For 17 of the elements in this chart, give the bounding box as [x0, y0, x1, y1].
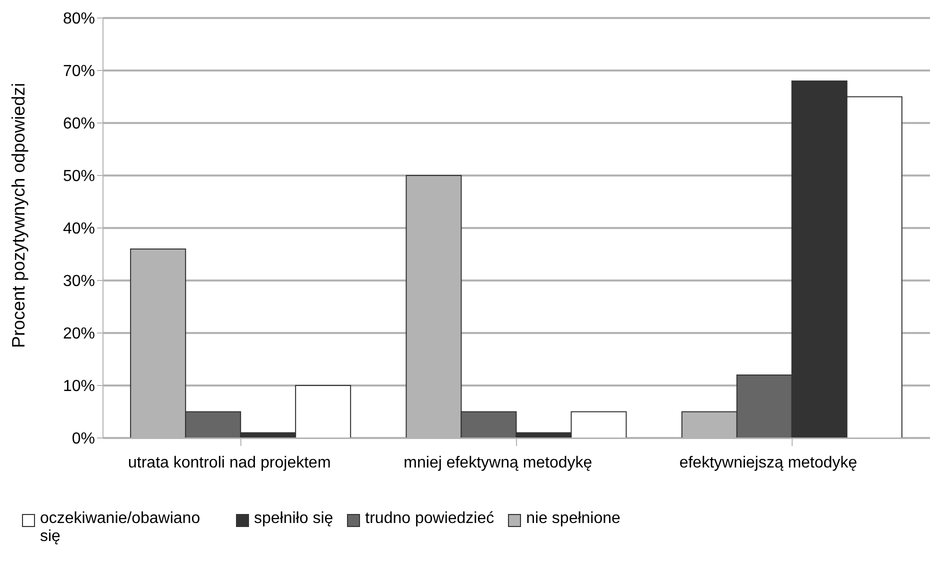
y-tick-label: 10%	[62, 378, 95, 396]
legend-label: nie spełnione	[526, 510, 620, 528]
legend-label: oczekiwanie/obawiano się	[40, 510, 202, 546]
y-tick-label: 80%	[62, 10, 95, 28]
y-tick-label: 40%	[62, 220, 95, 238]
y-tick-label: 30%	[62, 273, 95, 290]
y-tick-label: 70%	[62, 63, 95, 80]
x-tick-label: utrata kontroli nad projektem	[128, 454, 331, 472]
x-tick-label: efektywniejszą metodykę	[679, 454, 858, 472]
y-tick-label: 0%	[72, 430, 95, 448]
legend-label: spełniło się	[254, 510, 334, 528]
y-axis-title: Procent pozytywnych odpowiedzi	[8, 82, 28, 348]
y-tick-label: 20%	[62, 326, 95, 343]
y-tick-label: 50%	[62, 168, 95, 186]
x-tick-label: mniej efektywną metodykę	[404, 454, 592, 472]
y-tick-label: 60%	[62, 116, 95, 133]
legend-label: trudno powiedzieć	[365, 510, 494, 528]
